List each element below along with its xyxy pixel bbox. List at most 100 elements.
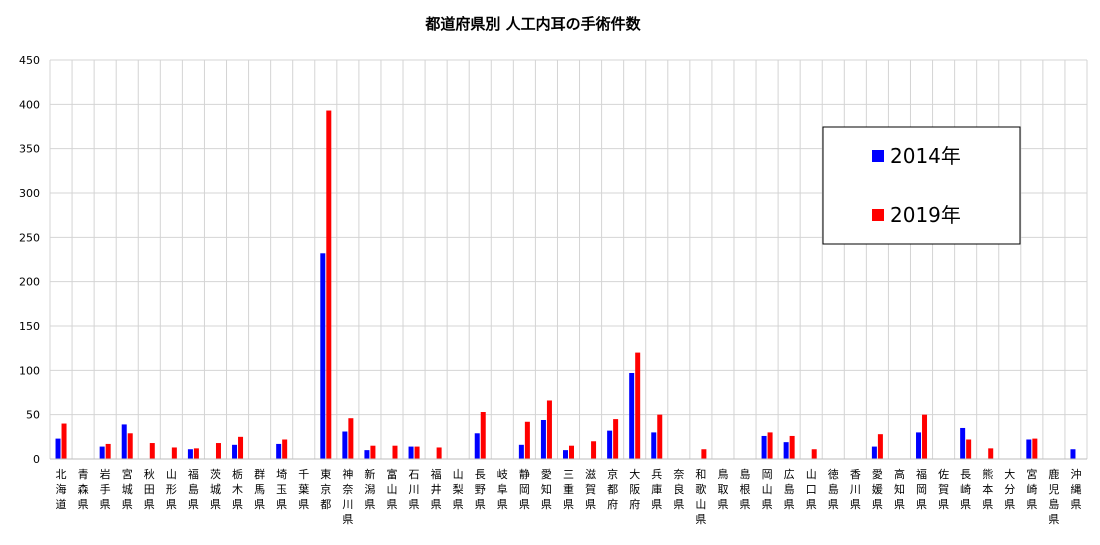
bar-2014年-兵庫県 (651, 432, 657, 459)
bar-2019年-富山県 (392, 445, 398, 459)
y-axis-ticks: 0 50 100 150 200 250 300 350 400 450 (19, 54, 40, 466)
x-tick-label: 鳥取県 (717, 467, 728, 511)
bar-2014年-静岡県 (518, 444, 524, 459)
bar-2019年-滋賀県 (591, 441, 597, 459)
bar-2014年-広島県 (783, 442, 789, 459)
x-tick-label: 三重県 (563, 468, 574, 511)
bar-2019年-福井県 (436, 447, 442, 459)
x-tick-label: 福岡県 (916, 467, 927, 511)
x-tick-label: 福井県 (431, 467, 442, 511)
y-tick-label: 150 (19, 320, 40, 333)
x-tick-label: 京都府 (607, 467, 618, 511)
x-tick-label: 青森県 (78, 468, 89, 511)
x-tick-label: 宮城県 (122, 467, 133, 511)
x-tick-label: 新潟県 (364, 467, 375, 511)
bar-2019年-石川県 (414, 446, 420, 459)
bar-2019年-福島県 (193, 448, 199, 459)
x-tick-label: 宮崎県 (1026, 467, 1037, 511)
bar-2019年-新潟県 (370, 445, 376, 459)
bar-2019年-大阪府 (635, 352, 641, 459)
bar-2019年-北海道 (61, 423, 67, 459)
bar-2019年-熊本県 (988, 448, 994, 459)
grid (49, 59, 1088, 460)
y-tick-label: 450 (19, 54, 40, 67)
bar-2014年-新潟県 (364, 450, 370, 459)
bar-2019年-和歌山県 (701, 449, 707, 459)
bar-2019年-広島県 (789, 435, 795, 459)
bar-2019年-愛媛県 (877, 434, 883, 459)
legend-label-2019: 2019年 (890, 203, 961, 227)
bar-2014年-長崎県 (960, 427, 966, 459)
bar-2014年-宮城県 (121, 424, 127, 459)
x-tick-label: 群馬県 (254, 467, 265, 511)
legend: 2014年 2019年 (822, 126, 1021, 245)
bar-2014年-三重県 (563, 450, 568, 459)
x-tick-label: 埼玉県 (276, 467, 287, 511)
bar-2019年-秋田県 (149, 443, 155, 459)
bar-2019年-神奈川県 (348, 418, 354, 459)
bar-2014年-福島県 (187, 449, 193, 459)
x-tick-label: 岡山県 (762, 468, 773, 511)
bar-2014年-愛媛県 (871, 446, 877, 459)
bar-2019年-愛知県 (546, 400, 552, 459)
bar-2019年-京都府 (613, 419, 619, 459)
x-tick-label: 広島県 (784, 468, 795, 511)
x-tick-label: 徳島県 (828, 468, 839, 511)
bar-2014年-埼玉県 (276, 443, 282, 459)
bar-2019年-静岡県 (524, 421, 530, 459)
x-tick-label: 神奈川県 (342, 467, 353, 526)
bar-2014年-東京都 (320, 253, 326, 459)
x-tick-label: 静岡県 (519, 467, 530, 511)
bar-2014年-愛知県 (540, 419, 546, 459)
x-tick-label: 和歌山県 (695, 468, 706, 526)
bar-2019年-三重県 (569, 445, 574, 459)
bar-2019年-埼玉県 (282, 439, 288, 459)
y-tick-label: 300 (19, 187, 40, 200)
x-tick-label: 富山県 (386, 467, 397, 511)
x-tick-label: 山口県 (806, 468, 817, 511)
legend-label-2014: 2014年 (890, 144, 961, 168)
bar-2014年-岡山県 (761, 435, 767, 459)
x-tick-label: 東京都 (320, 468, 331, 511)
bar-2019年-栃木県 (238, 436, 244, 459)
x-tick-label: 岐阜県 (497, 468, 508, 511)
bar-2019年-兵庫県 (657, 414, 663, 459)
bar-2019年-長崎県 (966, 439, 972, 459)
bar-2019年-岩手県 (105, 443, 111, 459)
x-tick-label: 北海道 (56, 468, 67, 511)
x-tick-label: 茨城県 (210, 467, 221, 511)
x-tick-label: 石川県 (409, 468, 420, 511)
x-tick-label: 栃木県 (232, 467, 243, 511)
x-tick-label: 島根県 (740, 467, 751, 511)
bar-2014年-沖縄県 (1070, 449, 1076, 459)
x-tick-label: 鹿児島県 (1048, 467, 1059, 526)
bar-2014年-神奈川県 (342, 431, 348, 459)
bar-2019年-東京都 (326, 110, 332, 459)
bar-2014年-長野県 (474, 433, 480, 459)
x-tick-label: 千葉県 (298, 468, 309, 511)
y-tick-label: 200 (19, 276, 40, 289)
y-tick-label: 50 (26, 409, 40, 422)
bar-2014年-石川県 (408, 446, 414, 459)
x-tick-label: 高知県 (894, 467, 905, 511)
x-tick-label: 奈良県 (673, 467, 684, 511)
bar-2019年-福岡県 (922, 414, 928, 459)
x-tick-label: 佐賀県 (938, 467, 949, 511)
x-tick-label: 山形県 (166, 468, 177, 511)
x-tick-label: 福島県 (188, 467, 199, 511)
x-tick-label: 沖縄県 (1070, 468, 1081, 511)
y-tick-label: 100 (19, 364, 40, 377)
bar-2014年-宮崎県 (1026, 439, 1032, 459)
y-tick-label: 400 (19, 98, 40, 111)
chart-title: 都道府県別 人工内耳の手術件数 (424, 15, 641, 33)
bar-2014年-岩手県 (99, 446, 105, 459)
y-tick-label: 350 (19, 143, 40, 156)
legend-box (822, 126, 1021, 245)
y-tick-label: 250 (19, 231, 40, 244)
x-tick-label: 香川県 (850, 468, 861, 511)
legend-swatch-2014 (872, 150, 884, 162)
x-axis-ticks: 北海道青森県岩手県宮城県秋田県山形県福島県茨城県栃木県群馬県埼玉県千葉県東京都神… (56, 467, 1082, 526)
bar-2014年-福岡県 (916, 432, 922, 459)
